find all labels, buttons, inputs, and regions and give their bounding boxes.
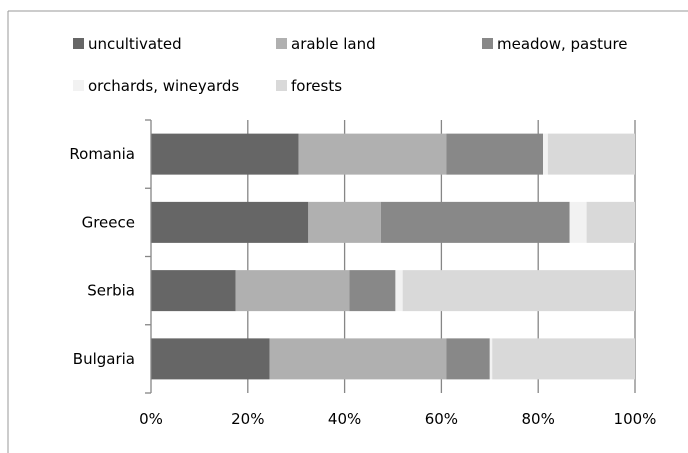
axes: 0% 20% 40% 60% 80% 100% Romania Greece Serbia Bul… bbox=[69, 119, 657, 428]
bar-greece-forests bbox=[586, 201, 635, 243]
bar-bulgaria-meadow-pasture bbox=[446, 338, 490, 380]
bar-greece-orchards-wineyards bbox=[569, 201, 587, 243]
bar-serbia-forests bbox=[402, 270, 635, 312]
legend-swatch-orchards-wineyards bbox=[73, 80, 84, 91]
bar-serbia-arable-land bbox=[235, 270, 350, 312]
bar-romania-uncultivated bbox=[151, 133, 299, 175]
legend-label-arable-land: arable land bbox=[291, 35, 376, 53]
x-tick-label-60: 60% bbox=[425, 410, 458, 428]
legend-swatch-meadow-pasture bbox=[482, 38, 493, 49]
x-tick-label-100: 100% bbox=[614, 410, 657, 428]
bar-bulgaria-arable-land bbox=[269, 338, 447, 380]
bar-serbia-meadow-pasture bbox=[349, 270, 396, 312]
x-tick-label-0: 0% bbox=[139, 410, 163, 428]
bar-serbia-orchards-wineyards bbox=[395, 270, 403, 312]
bar-romania-forests bbox=[547, 133, 635, 175]
bars bbox=[151, 133, 635, 380]
bar-bulgaria-orchards-wineyards bbox=[489, 338, 493, 380]
y-tick-label-greece: Greece bbox=[82, 213, 135, 231]
legend-swatch-uncultivated bbox=[73, 38, 84, 49]
bar-serbia-uncultivated bbox=[151, 270, 236, 312]
legend-swatch-forests bbox=[276, 80, 287, 91]
bar-greece-uncultivated bbox=[151, 201, 309, 243]
y-tick-label-bulgaria: Bulgaria bbox=[73, 350, 135, 368]
x-tick-label-40: 40% bbox=[328, 410, 361, 428]
legend: uncultivated arable land meadow, pasture or… bbox=[73, 35, 628, 95]
y-tick-label-serbia: Serbia bbox=[87, 282, 135, 300]
bar-bulgaria-forests bbox=[492, 338, 635, 380]
x-tick-label-20: 20% bbox=[231, 410, 264, 428]
bar-romania-orchards-wineyards bbox=[543, 133, 548, 175]
bar-greece-meadow-pasture bbox=[380, 201, 570, 243]
bar-romania-arable-land bbox=[298, 133, 447, 175]
y-tick-label-romania: Romania bbox=[69, 145, 135, 163]
legend-swatch-arable-land bbox=[276, 38, 287, 49]
bar-romania-meadow-pasture bbox=[446, 133, 544, 175]
legend-label-forests: forests bbox=[291, 77, 342, 95]
legend-label-meadow-pasture: meadow, pasture bbox=[497, 35, 628, 53]
x-tick-label-80: 80% bbox=[522, 410, 555, 428]
legend-label-orchards-wineyards: orchards, wineyards bbox=[88, 77, 239, 95]
bar-greece-arable-land bbox=[308, 201, 381, 243]
legend-label-uncultivated: uncultivated bbox=[88, 35, 182, 53]
bar-bulgaria-uncultivated bbox=[151, 338, 270, 380]
